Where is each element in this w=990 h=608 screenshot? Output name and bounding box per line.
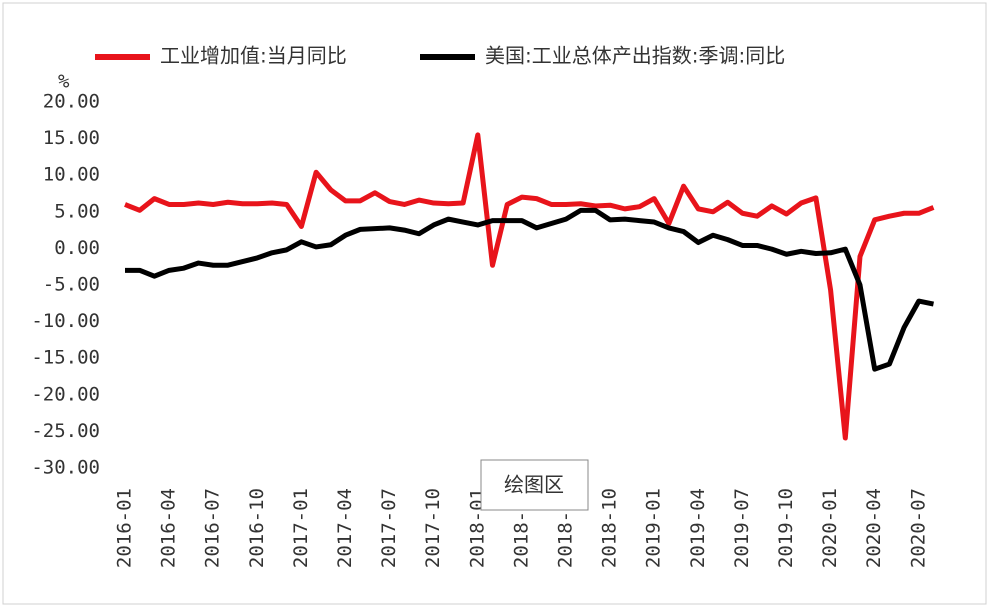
x-tick-label: 2017-01 bbox=[290, 488, 312, 568]
x-tick-label: 2020-01 bbox=[819, 488, 841, 568]
y-tick-label: -15.00 bbox=[31, 347, 100, 369]
x-tick-label: 2017-04 bbox=[334, 488, 356, 568]
x-tick-label: 2019-01 bbox=[643, 488, 665, 568]
series-line bbox=[124, 132, 935, 441]
y-tick-label: -25.00 bbox=[31, 420, 100, 442]
x-tick-label: 2016-07 bbox=[202, 488, 224, 568]
x-tick-label: 2016-01 bbox=[114, 488, 136, 568]
x-tick-label: 2019-10 bbox=[775, 488, 797, 568]
x-tick-label: 2017-07 bbox=[378, 488, 400, 568]
tooltip-box bbox=[480, 459, 589, 511]
x-tick-label: 2016-04 bbox=[158, 488, 180, 568]
y-tick-label: 5.00 bbox=[54, 200, 100, 222]
x-tick-label: 2017-10 bbox=[422, 488, 444, 568]
y-tick-label: 0.00 bbox=[54, 237, 100, 259]
x-tick-label: 2019-07 bbox=[731, 488, 753, 568]
x-tick-label: 2018-10 bbox=[599, 488, 621, 568]
y-tick-label: 20.00 bbox=[43, 91, 100, 113]
x-tick-label: 2019-04 bbox=[687, 488, 709, 568]
tooltip-text: 绘图区 bbox=[504, 473, 564, 497]
y-tick-label: -5.00 bbox=[43, 274, 100, 296]
legend-label: 工业增加值:当月同比 bbox=[160, 44, 347, 68]
x-tick-label: 2020-07 bbox=[907, 488, 929, 568]
x-tick-label: 2016-10 bbox=[246, 488, 268, 568]
y-tick-label: -20.00 bbox=[31, 383, 100, 405]
y-tick-label: 10.00 bbox=[43, 164, 100, 186]
legend-label: 美国:工业总体产出指数:季调:同比 bbox=[485, 44, 785, 68]
y-label: % bbox=[58, 71, 70, 93]
series-line bbox=[125, 207, 934, 372]
y-tick-label: -30.00 bbox=[31, 457, 100, 479]
x-tick-label: 2020-04 bbox=[863, 488, 885, 568]
y-tick-label: 15.00 bbox=[43, 127, 100, 149]
y-tick-label: -10.00 bbox=[31, 310, 100, 332]
